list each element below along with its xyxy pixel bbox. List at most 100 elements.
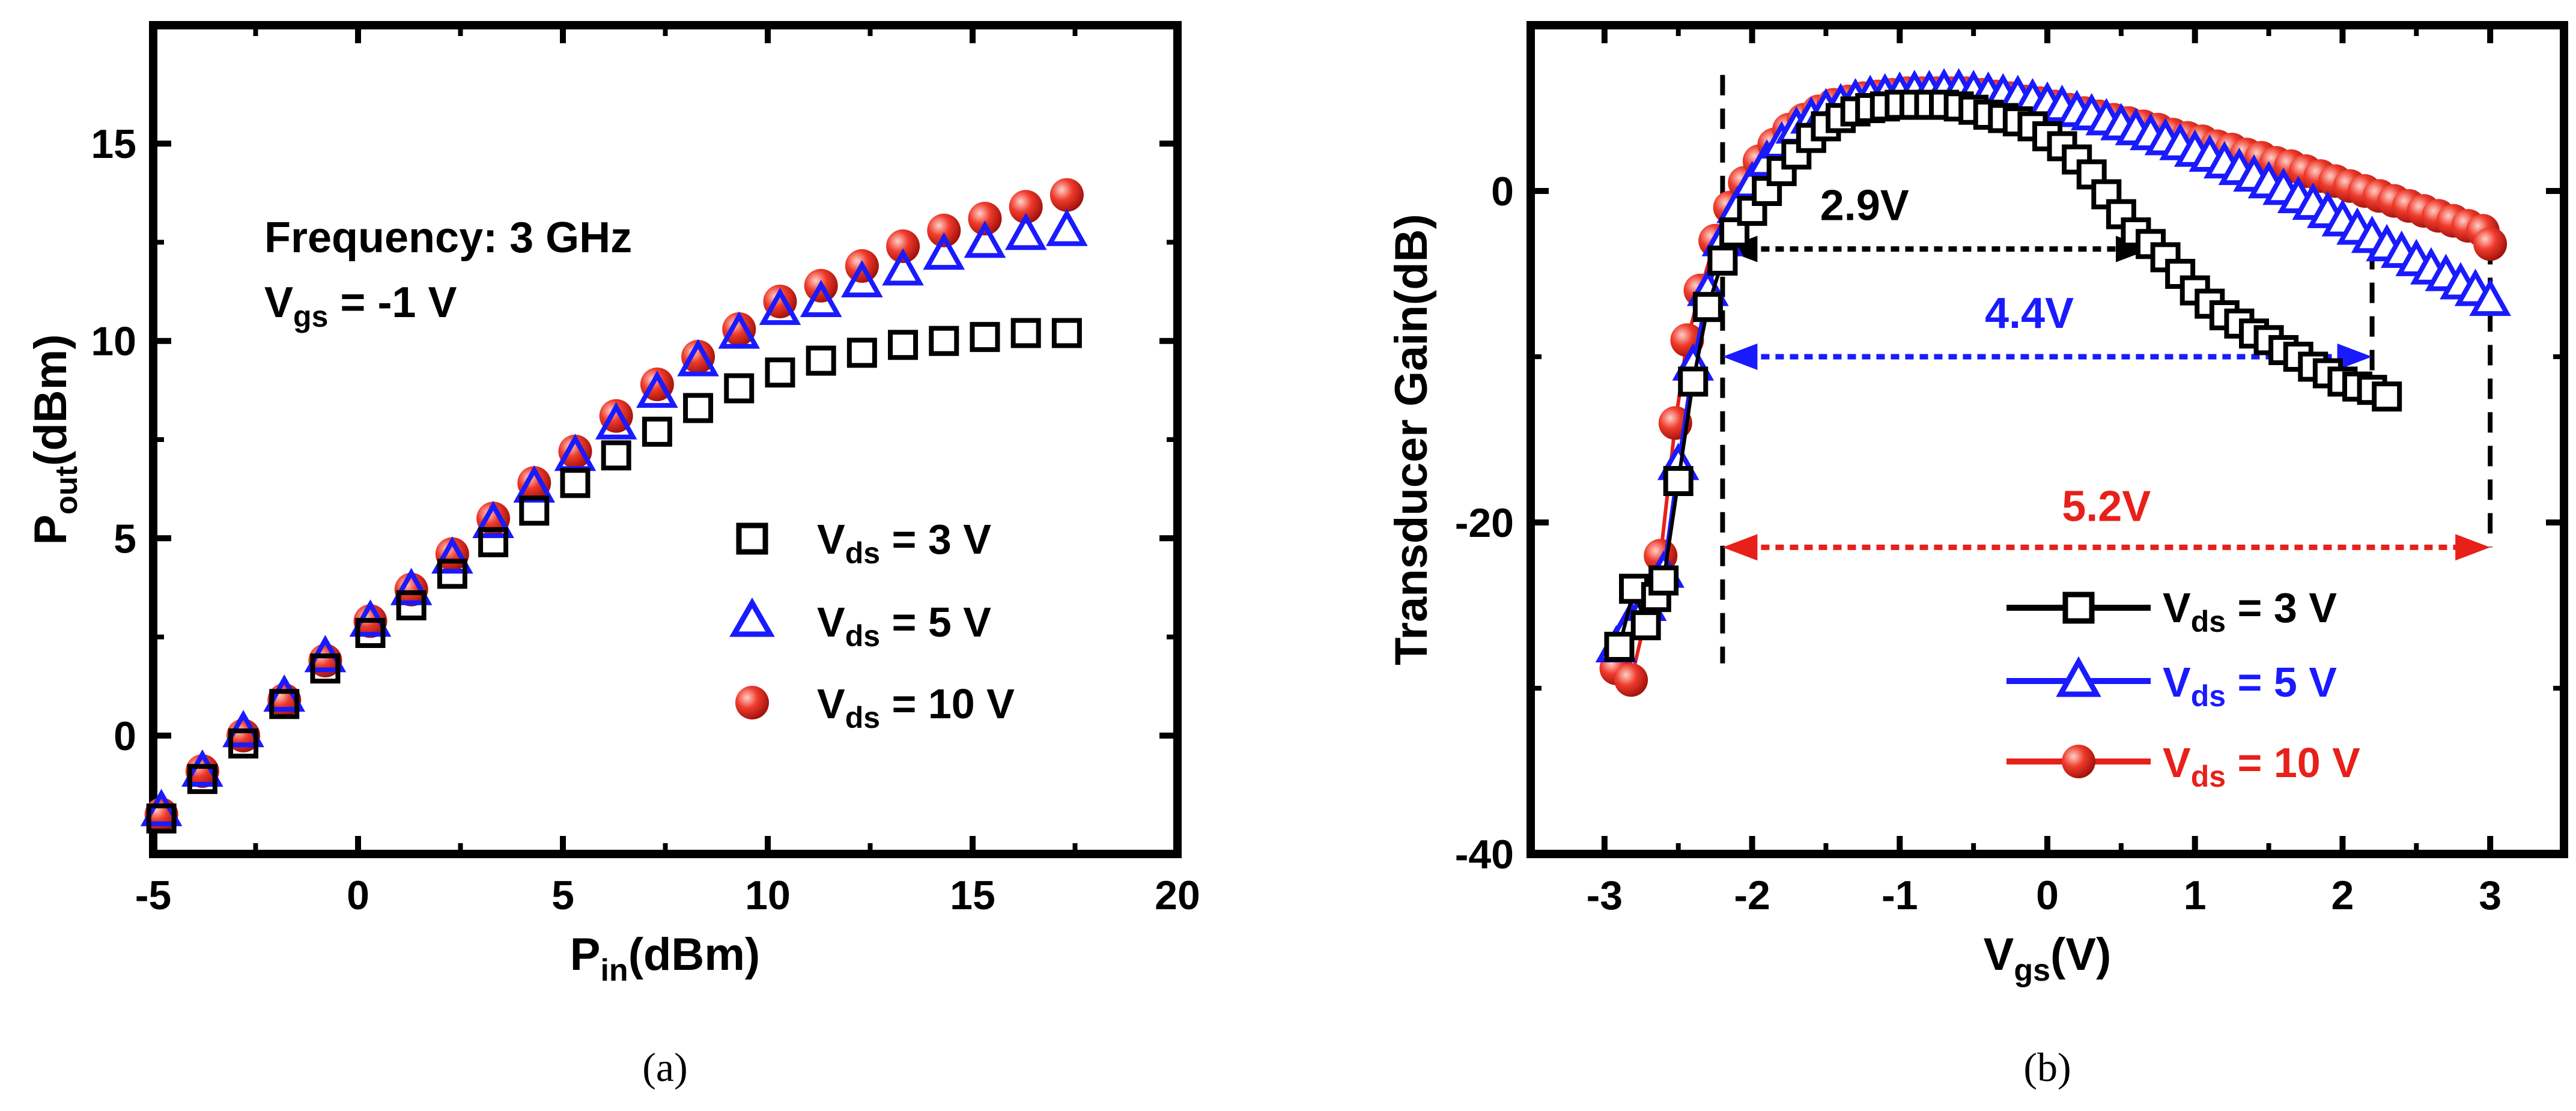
chart-a-point-triangle (882, 248, 924, 286)
chart-a-point-triangle (759, 287, 801, 325)
chart-a-point-triangle (841, 259, 883, 298)
chart-a-x-tick-label: 15 (950, 873, 995, 918)
chart-b-x-tick-label: 2 (2331, 873, 2354, 918)
chart-a-legend-marker-sphere (735, 686, 769, 719)
chart-a-point-triangle (472, 500, 514, 538)
chart-a-point-triangle (923, 232, 965, 270)
chart-b-point-square (1719, 217, 1750, 247)
chart-a-point-square (478, 527, 509, 557)
chart-a-x-tick-label: 5 (551, 873, 574, 918)
chart-a-ticks: -5 0 5 10 15 20 0 5 10 15 (91, 25, 1200, 918)
chart-a-y-tick-label: 0 (114, 713, 136, 759)
chart-a-x-tick-label: 0 (347, 873, 369, 918)
chart-a-point-triangle (1046, 208, 1088, 246)
chart-a-point-sphere (476, 501, 511, 536)
chart-b-point-square (1604, 632, 1635, 662)
chart-a-point-triangle (1004, 213, 1047, 250)
chart-a-point-triangle (964, 220, 1006, 258)
chart-a-marks (140, 178, 1088, 834)
chart-a-point-triangle (718, 311, 761, 349)
chart-a-point-sphere (185, 754, 219, 788)
chart-a-point-square (846, 338, 877, 368)
chart-b: -3 -2 -1 0 1 2 3 -40 -20 0 2.9V 4.4V 5.2V Vds = 3 V… (1386, 21, 2568, 988)
chart-a-point-square (806, 345, 836, 376)
chart-b-point-square (1692, 292, 1723, 322)
chart-a-point-sphere (394, 572, 428, 607)
chart-b-point-sphere (1614, 663, 1648, 697)
chart-a-point-sphere (886, 229, 920, 263)
chart-a-legend: Vds = 3 V Vds = 5 V Vds = 10 V (729, 516, 1015, 734)
chart-a-point-sphere (722, 312, 756, 346)
chart-a-point-sphere (927, 213, 961, 247)
chart-a-point-triangle (800, 279, 842, 317)
chart-a-point-triangle (595, 402, 637, 440)
chart-b-arrow-head-left (1722, 534, 1758, 561)
chart-a-legend-label-vds10: Vds = 10 V (817, 680, 1015, 734)
chart-b-y-tick-label: -20 (1455, 500, 1514, 546)
chart-b-legend-marker-triangle (2056, 656, 2101, 697)
chart-a-point-square (683, 393, 714, 423)
chart-a-point-sphere (681, 340, 715, 374)
chart-b-point-square (1707, 245, 1738, 276)
chart-b-point-square (1648, 565, 1679, 596)
chart-a-legend-label-vds5: Vds = 5 V (817, 599, 991, 653)
chart-a-x-tick-label: -5 (135, 873, 171, 918)
chart-a-point-triangle (677, 339, 719, 377)
chart-a-point-square (228, 728, 259, 758)
chart-b-legend-marker-square (2062, 592, 2095, 624)
chart-b-legend-label-vds5: Vds = 5 V (2163, 659, 2337, 713)
chart-b-y-tick-label: 0 (1491, 169, 1514, 214)
chart-a-point-square (929, 325, 959, 356)
chart-b-point-square (1663, 466, 1694, 496)
chart-b-y-tick-label: -40 (1455, 832, 1514, 877)
chart-a-legend-marker-triangle (729, 597, 775, 637)
chart-a-point-square (970, 322, 1000, 353)
chart-a-point-square (888, 330, 919, 360)
chart-b-range-arrows: 2.9V 4.4V 5.2V (1722, 182, 2491, 561)
chart-b-x-tick-label: 1 (2184, 873, 2207, 918)
chart-a: -5 0 5 10 15 20 0 5 10 15 Frequency: 3 GHz Vgs = … (25, 21, 1200, 988)
chart-b-x-tick-label: -3 (1587, 873, 1623, 918)
chart-b-x-tick-label: -1 (1882, 873, 1918, 918)
chart-a-point-square (1051, 318, 1082, 348)
chart-a-vgs-rest: = -1 V (328, 279, 457, 327)
chart-a-y-tick-label: 5 (114, 516, 136, 562)
chart-a-vgs-sub: gs (293, 300, 328, 333)
chart-b-legend-label-vds10: Vds = 10 V (2163, 739, 2360, 793)
chart-a-point-square (146, 803, 177, 834)
chart-b-series-square (1604, 89, 2402, 662)
chart-a-point-square (1010, 318, 1041, 348)
chart-a-point-triangle (181, 749, 223, 787)
chart-a-series-sphere (144, 178, 1084, 832)
caption-a: (a) (642, 1044, 687, 1090)
chart-a-vgs-annotation: Vgs = -1 V (264, 279, 457, 333)
chart-a-point-sphere (1009, 190, 1043, 224)
chart-a-x-tick-label: 10 (745, 873, 791, 918)
chart-b-x-tick-label: -2 (1734, 873, 1770, 918)
chart-a-point-square (355, 618, 386, 648)
chart-a-point-square (519, 495, 550, 526)
chart-a-y-tick-label: 15 (91, 121, 136, 167)
chart-b-point-triangle (2469, 278, 2511, 316)
chart-b-marks (1595, 68, 2511, 697)
chart-b-point-square (1678, 366, 1709, 397)
chart-a-plot-frame (149, 21, 1182, 858)
chart-a-point-square (437, 559, 467, 589)
chart-a-series-square (146, 318, 1082, 834)
chart-a-y-axis-label: Pout(dBm) (25, 334, 84, 545)
chart-b-x-axis-label: Vgs(V) (1984, 929, 2112, 988)
chart-a-vgs-main: V (264, 279, 293, 327)
chart-a-point-square (642, 416, 672, 447)
chart-a-point-square (765, 357, 795, 388)
chart-b-arrow-head-left (1722, 344, 1758, 370)
chart-b-y-axis-label: Transducer Gain(dB) (1386, 214, 1437, 665)
chart-b-arrow-label: 2.9V (1820, 182, 1909, 230)
chart-a-frequency-annotation: Frequency: 3 GHz (264, 214, 632, 262)
chart-a-point-sphere (558, 434, 592, 468)
chart-b-x-tick-label: 0 (2036, 873, 2059, 918)
chart-a-point-square (724, 373, 755, 404)
chart-b-legend-label-vds3: Vds = 3 V (2163, 584, 2337, 638)
chart-b-arrow-head-right (2337, 344, 2372, 370)
chart-a-point-sphere (1050, 178, 1084, 212)
